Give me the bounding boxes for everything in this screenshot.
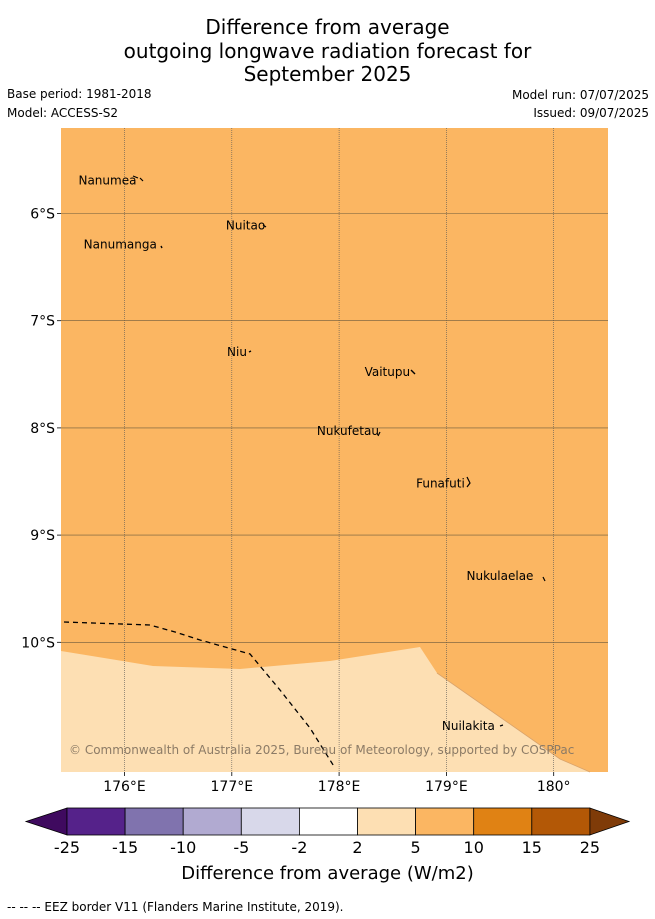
colorbar-segment bbox=[531, 807, 591, 836]
colorbar-extend-high bbox=[589, 807, 631, 836]
island-nukufetau bbox=[377, 431, 381, 437]
anomaly-region-2-5 bbox=[61, 647, 590, 772]
base-period: Base period: 1981-2018 bbox=[7, 87, 152, 101]
island-nuilakita bbox=[499, 724, 504, 727]
colorbar-tick-label: 2 bbox=[352, 838, 363, 857]
model-name: Model: ACCESS-S2 bbox=[7, 106, 119, 120]
island-nuitao bbox=[262, 224, 267, 228]
copyright-notice: © Commonwealth of Australia 2025, Bureau… bbox=[69, 743, 574, 757]
place-label: Nukufetau bbox=[317, 424, 379, 438]
map-title: Difference from average outgoing longwav… bbox=[0, 15, 655, 87]
colorbar bbox=[24, 807, 631, 836]
colorbar-tick-label: -2 bbox=[291, 838, 308, 857]
gridlines bbox=[61, 128, 608, 772]
lon-tick-label: 176°E bbox=[103, 779, 146, 795]
island-niu bbox=[248, 350, 252, 353]
island-outlines bbox=[132, 175, 546, 727]
colorbar-tick-label: -10 bbox=[170, 838, 197, 857]
lon-tick-label: 177°E bbox=[211, 779, 254, 795]
colorbar-segment bbox=[182, 807, 242, 836]
colorbar-segment bbox=[66, 807, 126, 836]
colorbar-tick-label: -5 bbox=[233, 838, 250, 857]
place-label: Vaitupu bbox=[365, 365, 411, 379]
title-line-2: outgoing longwave radiation forecast for bbox=[123, 38, 532, 63]
issued-date: Issued: 09/07/2025 bbox=[533, 106, 649, 120]
lat-tick-label: 6°S bbox=[30, 207, 55, 223]
island-nanumea bbox=[132, 175, 144, 182]
island-nanumanga bbox=[160, 245, 163, 249]
colorbar-segment bbox=[357, 807, 416, 836]
place-labels: Nanumea Nuitao Nanumanga Niu Vaitupu Nukufeta… bbox=[78, 173, 533, 733]
axis-labels: 176°E 177°E 178°E 179°E 180° 6°S 7°S 8°S 9°S 10°S bbox=[21, 207, 570, 796]
lon-tick-label: 180° bbox=[537, 779, 571, 795]
title-line-1: Difference from average bbox=[205, 15, 450, 39]
lat-tick-label: 8°S bbox=[30, 421, 55, 437]
lat-tick-label: 7°S bbox=[30, 314, 55, 330]
colorbar-segment bbox=[124, 807, 184, 836]
colorbar-segment bbox=[298, 807, 358, 836]
colorbar-tick-label: -25 bbox=[53, 838, 81, 857]
eez-legend: -- -- -- EEZ border V11 (Flanders Marine… bbox=[7, 900, 344, 914]
colorbar-segment bbox=[240, 807, 300, 836]
colorbar-tick-label: 15 bbox=[521, 838, 542, 857]
colorbar-tick-label: 25 bbox=[579, 838, 601, 857]
lat-tick-label: 9°S bbox=[30, 528, 55, 544]
eez-border-line bbox=[63, 621, 336, 769]
contour-line bbox=[436, 672, 591, 773]
title-line-3: September 2025 bbox=[243, 62, 412, 86]
place-label: Niu bbox=[227, 345, 247, 359]
colorbar-segment bbox=[473, 807, 533, 836]
colorbar-segment bbox=[415, 807, 475, 836]
model-run: Model run: 07/07/2025 bbox=[511, 88, 649, 102]
place-label: Nukulaelae bbox=[467, 569, 534, 583]
colorbar-extend-low bbox=[24, 807, 68, 836]
island-funafuti bbox=[466, 476, 471, 488]
lat-tick-label: 10°S bbox=[21, 635, 55, 651]
lon-tick-label: 179°E bbox=[425, 779, 468, 795]
colorbar-tick-label: 5 bbox=[410, 838, 421, 857]
place-label: Nanumea bbox=[78, 173, 136, 187]
place-label: Nuilakita bbox=[442, 719, 495, 733]
colorbar-tick-label: -15 bbox=[112, 838, 139, 857]
place-label: Funafuti bbox=[416, 477, 465, 491]
place-label: Nuitao bbox=[226, 218, 265, 232]
island-vaitupu bbox=[410, 369, 416, 375]
place-label: Nanumanga bbox=[84, 238, 157, 252]
map-panel[interactable]: Nanumea Nuitao Nanumanga Niu Vaitupu Nukufeta… bbox=[61, 128, 608, 773]
colorbar-title: Difference from average (W/m2) bbox=[181, 863, 474, 884]
lon-tick-label: 178°E bbox=[318, 779, 361, 795]
island-nukulaelae bbox=[542, 576, 546, 582]
colorbar-tick-label: 10 bbox=[463, 838, 484, 857]
